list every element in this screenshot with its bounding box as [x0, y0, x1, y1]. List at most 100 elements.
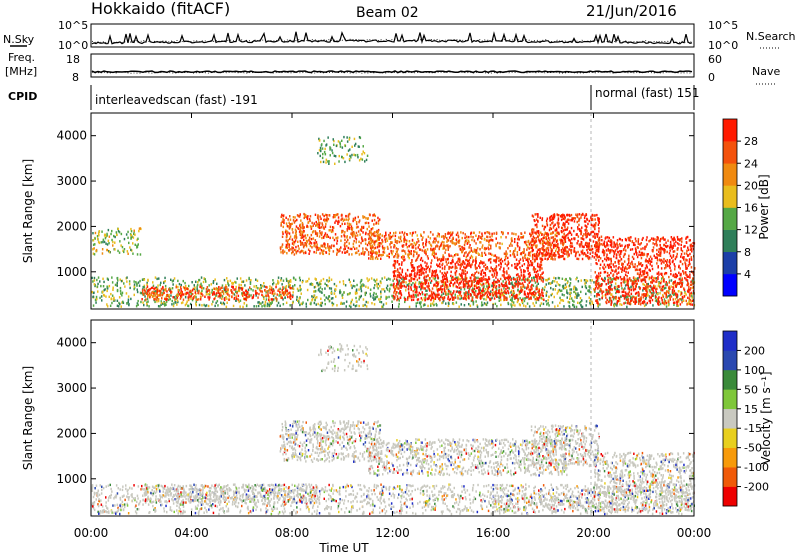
power-cell	[502, 292, 505, 296]
power-cell	[395, 293, 397, 296]
power-cell	[373, 247, 376, 250]
power-cell	[552, 280, 554, 283]
power-cell	[285, 289, 287, 293]
power-cell	[463, 252, 466, 255]
power-cell	[465, 266, 467, 269]
power-cell	[503, 275, 505, 278]
power-cell	[575, 287, 577, 290]
power-cell	[568, 301, 571, 304]
power-cell	[489, 252, 492, 256]
power-cell	[335, 236, 337, 240]
power-cell	[394, 274, 396, 278]
power-cell	[375, 282, 378, 285]
power-cell	[369, 244, 372, 247]
power-cell	[405, 242, 408, 246]
power-cell	[122, 300, 124, 303]
power-cell	[396, 298, 398, 302]
power-cell	[426, 279, 428, 282]
power-cell	[279, 287, 281, 290]
power-cell	[341, 251, 344, 254]
power-cell	[536, 284, 538, 287]
power-cell	[534, 231, 536, 234]
power-cell	[543, 225, 546, 229]
power-cell	[576, 296, 578, 299]
power-cell	[597, 250, 600, 253]
power-cell	[567, 218, 569, 221]
power-cell	[92, 280, 94, 283]
power-cell	[385, 237, 388, 240]
power-cell	[537, 238, 540, 241]
power-cell	[452, 237, 454, 241]
power-cell	[428, 270, 431, 273]
power-cell	[294, 239, 297, 242]
power-cell	[558, 253, 560, 256]
power-cell	[379, 236, 381, 239]
power-cell	[377, 216, 379, 220]
power-cell	[586, 225, 588, 228]
power-cell	[623, 294, 625, 297]
power-cell	[346, 222, 349, 225]
power-cell	[584, 284, 587, 288]
power-cell	[157, 284, 159, 287]
power-cell	[321, 223, 324, 227]
power-cell	[209, 291, 211, 295]
power-cell	[325, 296, 327, 299]
power-cell	[468, 297, 470, 300]
power-cell	[401, 280, 404, 283]
power-cell	[325, 251, 328, 254]
power-cell	[375, 295, 378, 299]
power-cell	[663, 287, 666, 290]
power-cell	[498, 246, 500, 249]
power-cell	[497, 241, 499, 245]
power-cell	[288, 285, 290, 288]
power-cell	[95, 295, 98, 299]
power-cell	[184, 296, 187, 299]
power-cell	[341, 294, 343, 297]
power-cell	[398, 302, 400, 306]
power-cell	[449, 280, 451, 283]
power-cell	[116, 304, 119, 307]
power-cell	[551, 292, 553, 296]
power-cell	[118, 296, 121, 299]
power-cell	[232, 292, 234, 295]
power-cell	[133, 285, 135, 288]
power-cell	[537, 213, 539, 216]
power-cell	[556, 281, 558, 284]
power-cell	[149, 296, 151, 299]
power-cell	[225, 284, 227, 287]
power-cell	[470, 254, 473, 258]
power-cell	[434, 297, 437, 300]
power-cell	[299, 240, 302, 243]
power-cell	[280, 251, 282, 254]
power-cell	[443, 281, 446, 284]
power-cell	[567, 255, 569, 258]
power-cell	[546, 224, 549, 227]
power-cell	[183, 287, 186, 290]
power-cell	[545, 236, 547, 239]
power-cell	[536, 269, 539, 273]
power-cell	[130, 297, 132, 301]
power-cell	[93, 279, 96, 282]
power-cell	[271, 300, 273, 304]
power-cell	[479, 236, 482, 239]
power-cell	[286, 289, 288, 292]
power-cell	[663, 298, 666, 301]
power-cell	[442, 278, 444, 281]
power-cell	[509, 275, 511, 279]
power-cell	[396, 250, 398, 253]
power-cell	[287, 292, 289, 295]
power-cell	[194, 291, 197, 294]
power-cell	[243, 297, 246, 301]
power-cell	[323, 294, 326, 297]
power-cell	[555, 244, 558, 247]
power-cell	[371, 250, 373, 253]
power-cell	[176, 303, 178, 306]
power-cell	[501, 290, 503, 293]
power-cell	[389, 287, 391, 290]
power-cell	[484, 278, 486, 281]
power-cell	[541, 218, 543, 222]
power-cell	[350, 225, 353, 228]
power-cell	[464, 293, 466, 296]
power-cell	[541, 287, 544, 290]
power-cell	[213, 287, 216, 291]
